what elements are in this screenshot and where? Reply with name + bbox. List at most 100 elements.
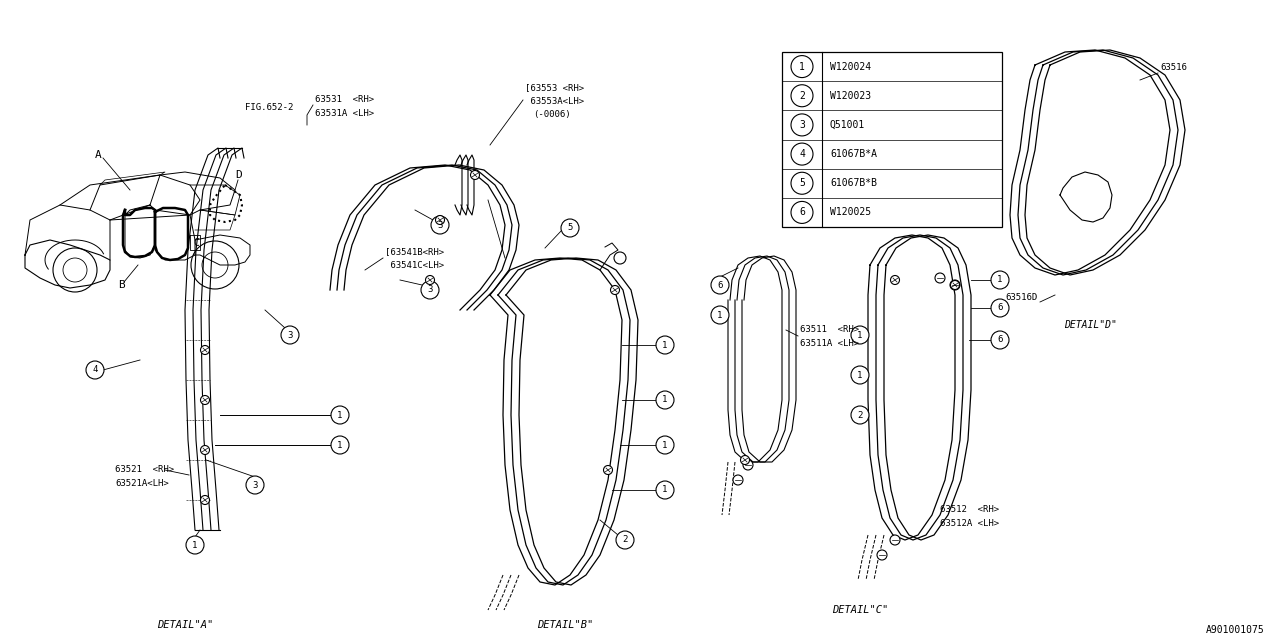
Text: 1: 1 — [717, 310, 723, 319]
Text: 63531A <LH>: 63531A <LH> — [315, 109, 374, 118]
Circle shape — [791, 172, 813, 195]
Circle shape — [616, 531, 634, 549]
Text: D: D — [236, 170, 242, 180]
Circle shape — [951, 280, 960, 289]
Text: 1: 1 — [997, 275, 1002, 285]
Circle shape — [991, 331, 1009, 349]
Text: DETAIL"A": DETAIL"A" — [157, 620, 214, 630]
Circle shape — [934, 273, 945, 283]
Circle shape — [657, 436, 675, 454]
Text: 61067B*B: 61067B*B — [829, 179, 877, 188]
Circle shape — [421, 281, 439, 299]
Text: 1: 1 — [662, 440, 668, 449]
Text: 63521  <RH>: 63521 <RH> — [115, 465, 174, 474]
Text: DETAIL"D": DETAIL"D" — [1064, 320, 1116, 330]
Text: 3: 3 — [287, 330, 293, 339]
Circle shape — [877, 550, 887, 560]
Text: 1: 1 — [858, 330, 863, 339]
Text: 63516: 63516 — [1160, 63, 1187, 72]
Text: 1: 1 — [192, 541, 197, 550]
Circle shape — [791, 114, 813, 136]
Text: DETAIL"B": DETAIL"B" — [536, 620, 593, 630]
Circle shape — [201, 396, 210, 404]
Circle shape — [741, 456, 750, 465]
Circle shape — [561, 219, 579, 237]
Circle shape — [742, 460, 753, 470]
Text: 3: 3 — [252, 481, 257, 490]
Circle shape — [246, 476, 264, 494]
Circle shape — [791, 143, 813, 165]
Text: (-0006): (-0006) — [532, 109, 571, 118]
Text: 2: 2 — [622, 536, 627, 545]
Circle shape — [791, 202, 813, 223]
Circle shape — [710, 306, 730, 324]
Text: 63511A <LH>: 63511A <LH> — [800, 339, 859, 348]
Text: 2: 2 — [799, 91, 805, 100]
Circle shape — [186, 536, 204, 554]
Bar — [782, 52, 1002, 227]
Text: 63531  <RH>: 63531 <RH> — [315, 95, 374, 104]
Text: Q51001: Q51001 — [829, 120, 865, 130]
Text: 1: 1 — [858, 371, 863, 380]
Text: 63512A <LH>: 63512A <LH> — [940, 518, 1000, 527]
Circle shape — [991, 299, 1009, 317]
Text: 63553A<LH>: 63553A<LH> — [525, 97, 584, 106]
Text: 5: 5 — [567, 223, 572, 232]
Text: C: C — [193, 238, 198, 248]
Circle shape — [991, 271, 1009, 289]
Circle shape — [431, 216, 449, 234]
Text: 1: 1 — [662, 396, 668, 404]
Circle shape — [201, 445, 210, 454]
Circle shape — [950, 280, 960, 290]
Text: 1: 1 — [662, 486, 668, 495]
Circle shape — [891, 275, 900, 285]
Text: 2: 2 — [858, 410, 863, 419]
Circle shape — [201, 495, 210, 504]
Text: FIG.652-2: FIG.652-2 — [244, 104, 293, 113]
Circle shape — [791, 84, 813, 107]
Text: [63541B<RH>: [63541B<RH> — [385, 248, 444, 257]
Text: A901001075: A901001075 — [1206, 625, 1265, 635]
Text: 63541C<LH>: 63541C<LH> — [385, 260, 444, 269]
Text: 1: 1 — [662, 340, 668, 349]
Text: [63553 <RH>: [63553 <RH> — [525, 83, 584, 93]
Text: 1: 1 — [338, 410, 343, 419]
Text: DETAIL"C": DETAIL"C" — [832, 605, 888, 615]
Text: 61067B*A: 61067B*A — [829, 149, 877, 159]
Text: 6: 6 — [997, 335, 1002, 344]
Text: 4: 4 — [92, 365, 97, 374]
Circle shape — [86, 361, 104, 379]
Text: 3: 3 — [438, 221, 443, 230]
Circle shape — [851, 366, 869, 384]
Text: 3: 3 — [799, 120, 805, 130]
Text: A: A — [95, 150, 101, 160]
Circle shape — [332, 406, 349, 424]
Text: 6: 6 — [799, 207, 805, 218]
Text: 1: 1 — [799, 61, 805, 72]
Circle shape — [851, 326, 869, 344]
Circle shape — [425, 275, 434, 285]
Text: B: B — [118, 280, 124, 290]
Circle shape — [733, 475, 742, 485]
Circle shape — [657, 336, 675, 354]
Text: W120023: W120023 — [829, 91, 872, 100]
Text: 63512  <RH>: 63512 <RH> — [940, 506, 1000, 515]
Text: W120025: W120025 — [829, 207, 872, 218]
Circle shape — [282, 326, 300, 344]
Circle shape — [603, 465, 613, 474]
Text: 63511  <RH>: 63511 <RH> — [800, 326, 859, 335]
Circle shape — [890, 535, 900, 545]
Text: 4: 4 — [799, 149, 805, 159]
Text: W120024: W120024 — [829, 61, 872, 72]
Circle shape — [710, 276, 730, 294]
Text: 63516D: 63516D — [1005, 294, 1037, 303]
Circle shape — [201, 346, 210, 355]
Text: 6: 6 — [717, 280, 723, 289]
Text: 6: 6 — [997, 303, 1002, 312]
Circle shape — [471, 170, 480, 179]
Circle shape — [791, 56, 813, 77]
Text: 3: 3 — [428, 285, 433, 294]
Circle shape — [435, 216, 444, 225]
Circle shape — [657, 481, 675, 499]
Circle shape — [611, 285, 620, 294]
